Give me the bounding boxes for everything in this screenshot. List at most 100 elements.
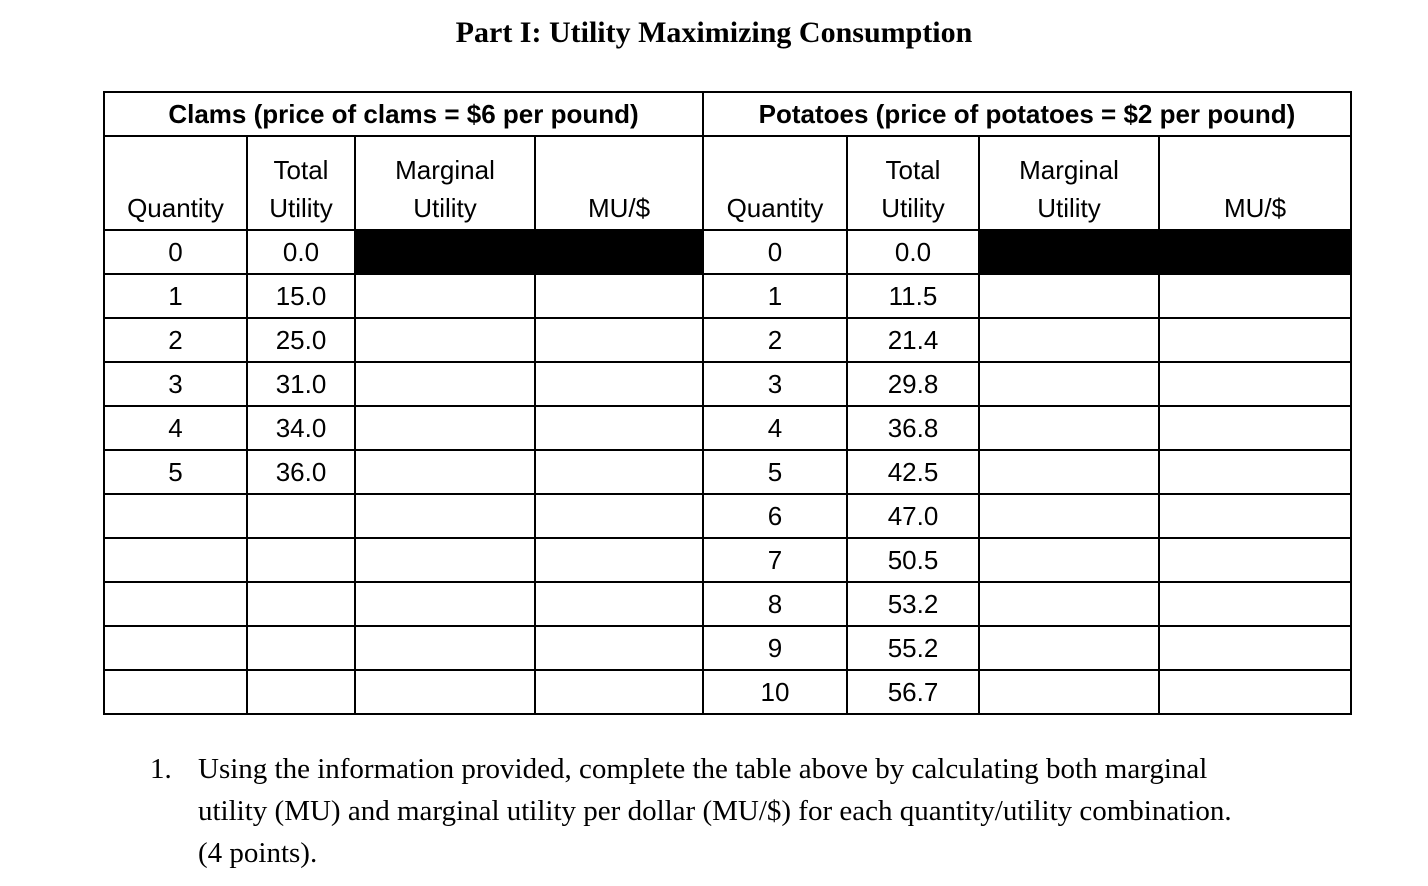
empty-cell	[103, 581, 248, 627]
quantity-cell: 3	[103, 361, 248, 407]
empty-cell	[246, 493, 356, 539]
column-header-line: Utility	[1037, 193, 1101, 223]
quantity-cell: 10	[702, 669, 848, 715]
utility-cell: 0.0	[246, 229, 356, 275]
quantity-cell: 3	[702, 361, 848, 407]
utility-cell: 25.0	[246, 317, 356, 363]
quantity-cell: 2	[702, 317, 848, 363]
answer-cell	[978, 229, 1160, 275]
answer-cell	[534, 449, 704, 495]
answer-cell	[1158, 405, 1352, 451]
answer-cell	[1158, 493, 1352, 539]
column-header: MU/$	[534, 135, 704, 231]
group-header: Potatoes (price of potatoes = $2 per pou…	[702, 91, 1352, 137]
data-row: 9 55.2	[103, 625, 1352, 671]
answer-cell	[978, 405, 1160, 451]
quantity-cell: 4	[702, 405, 848, 451]
column-header-line: Quantity	[726, 193, 824, 223]
answer-cell	[354, 317, 536, 363]
answer-cell	[978, 625, 1160, 671]
empty-cell	[246, 669, 356, 715]
answer-cell	[1158, 449, 1352, 495]
answer-cell	[534, 625, 704, 671]
utility-table: Clams (price of clams = $6 per pound) Pot…	[103, 91, 1352, 715]
column-header-line: Utility	[881, 193, 945, 223]
answer-cell	[354, 361, 536, 407]
answer-cell	[534, 493, 704, 539]
column-header-line: Total	[885, 155, 941, 185]
question-line: Using the information provided, complete…	[198, 753, 1208, 785]
answer-cell	[1158, 581, 1352, 627]
column-header-line: Quantity	[127, 193, 224, 223]
empty-cell	[246, 537, 356, 583]
answer-cell	[534, 537, 704, 583]
answer-cell	[978, 581, 1160, 627]
empty-cell	[103, 537, 248, 583]
column-header: Total Utility	[846, 135, 980, 231]
data-row: 8 53.2	[103, 581, 1352, 627]
answer-cell	[1158, 625, 1352, 671]
column-row: Quantity Total Utility Marginal Utility MU/$ Q…	[103, 135, 1352, 231]
answer-cell	[978, 669, 1160, 715]
title: Part I: Utility Maximizing Consumption	[455, 16, 973, 49]
quantity-cell: 7	[702, 537, 848, 583]
data-row: 5 36.0 5 42.5	[103, 449, 1352, 495]
answer-cell	[1158, 317, 1352, 363]
utility-cell: 55.2	[846, 625, 980, 671]
utility-cell: 47.0	[846, 493, 980, 539]
data-row: 10 56.7	[103, 669, 1352, 715]
empty-cell	[103, 669, 248, 715]
answer-cell	[534, 229, 704, 275]
utility-cell: 0.0	[846, 229, 980, 275]
answer-cell	[534, 273, 704, 319]
answer-cell	[534, 317, 704, 363]
answer-cell	[978, 493, 1160, 539]
quantity-cell: 0	[103, 229, 248, 275]
quantity-cell: 8	[702, 581, 848, 627]
data-row: 2 25.0 2 21.4	[103, 317, 1352, 363]
column-header-line: Total	[273, 155, 329, 185]
answer-cell	[1158, 669, 1352, 715]
column-header-line: Marginal	[395, 155, 495, 185]
empty-cell	[246, 581, 356, 627]
data-row: 1 15.0 1 11.5	[103, 273, 1352, 319]
data-row: 6 47.0	[103, 493, 1352, 539]
quantity-cell: 4	[103, 405, 248, 451]
question-text: Using the information provided, complete…	[198, 748, 1232, 874]
utility-cell: 36.0	[246, 449, 356, 495]
answer-cell	[534, 361, 704, 407]
utility-cell: 42.5	[846, 449, 980, 495]
answer-cell	[978, 361, 1160, 407]
answer-cell	[354, 405, 536, 451]
answer-cell	[354, 537, 536, 583]
column-header: Quantity	[103, 135, 248, 231]
utility-cell: 56.7	[846, 669, 980, 715]
question-line: utility (MU) and marginal utility per do…	[198, 795, 1232, 827]
utility-cell: 50.5	[846, 537, 980, 583]
answer-cell	[1158, 229, 1352, 275]
answer-cell	[534, 405, 704, 451]
data-row: 7 50.5	[103, 537, 1352, 583]
quantity-cell: 0	[702, 229, 848, 275]
answer-cell	[1158, 273, 1352, 319]
answer-cell	[1158, 537, 1352, 583]
data-row: 4 34.0 4 36.8	[103, 405, 1352, 451]
answer-cell	[978, 537, 1160, 583]
answer-cell	[978, 317, 1160, 363]
utility-cell: 11.5	[846, 273, 980, 319]
quantity-cell: 2	[103, 317, 248, 363]
column-header: Marginal Utility	[354, 135, 536, 231]
answer-cell	[534, 669, 704, 715]
empty-cell	[103, 625, 248, 671]
answer-cell	[354, 581, 536, 627]
utility-cell: 31.0	[246, 361, 356, 407]
quantity-cell: 6	[702, 493, 848, 539]
question-line: (4 points).	[198, 837, 318, 869]
quantity-cell: 1	[103, 273, 248, 319]
group-row: Clams (price of clams = $6 per pound) Pot…	[103, 91, 1352, 137]
utility-cell: 21.4	[846, 317, 980, 363]
column-header-line: MU/$	[1223, 193, 1287, 223]
answer-cell	[354, 273, 536, 319]
answer-cell	[354, 669, 536, 715]
quantity-cell: 1	[702, 273, 848, 319]
